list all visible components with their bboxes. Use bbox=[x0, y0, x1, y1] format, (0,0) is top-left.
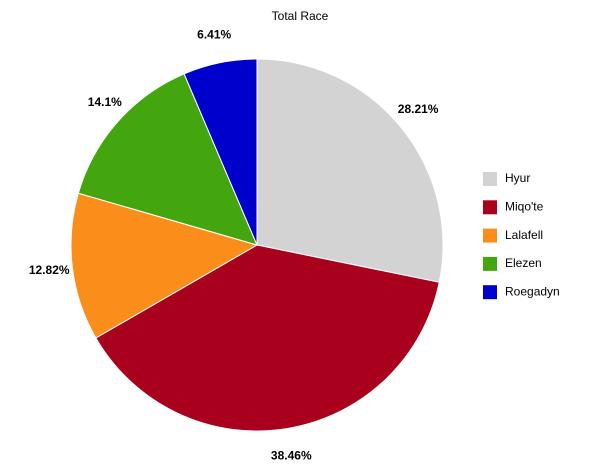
data-label: 38.46% bbox=[271, 448, 312, 462]
data-label: 12.82% bbox=[29, 263, 70, 277]
legend-swatch bbox=[483, 285, 497, 300]
legend-label: Roegadyn bbox=[505, 284, 560, 298]
legend-swatch bbox=[483, 172, 497, 186]
legend-label: Hyur bbox=[505, 171, 530, 185]
pie-slice bbox=[95, 244, 440, 432]
data-label: 6.41% bbox=[197, 27, 231, 41]
pie-slice bbox=[256, 58, 444, 283]
pie-slice bbox=[70, 192, 259, 339]
data-label: 14.1% bbox=[88, 95, 122, 109]
legend-swatch bbox=[483, 200, 497, 215]
legend-swatch bbox=[483, 228, 497, 243]
legend-swatch bbox=[483, 256, 497, 271]
legend-label: Elezen bbox=[505, 256, 542, 270]
legend-label: Miqo'te bbox=[505, 199, 544, 213]
legend-label: Lalafell bbox=[505, 228, 543, 242]
pie-slice bbox=[183, 58, 258, 246]
chart-title: Total Race bbox=[272, 9, 329, 23]
data-label: 28.21% bbox=[398, 102, 439, 116]
pie-slice bbox=[77, 73, 258, 246]
